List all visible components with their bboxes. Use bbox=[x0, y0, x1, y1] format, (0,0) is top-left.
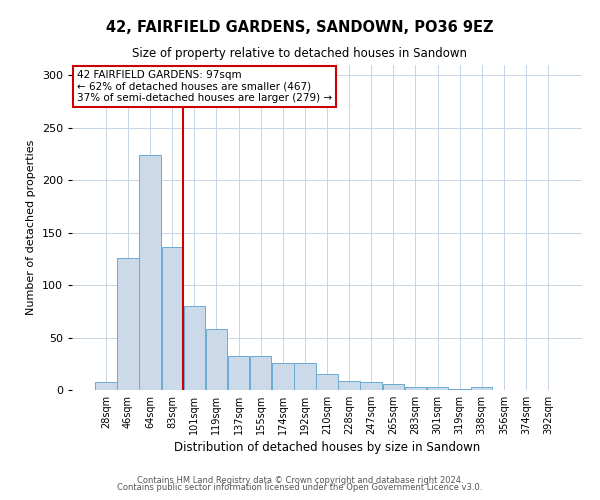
Bar bbox=[250, 356, 271, 390]
Bar bbox=[361, 382, 382, 390]
Bar bbox=[316, 374, 338, 390]
X-axis label: Distribution of detached houses by size in Sandown: Distribution of detached houses by size … bbox=[174, 441, 480, 454]
Bar bbox=[294, 362, 316, 390]
Bar bbox=[383, 384, 404, 390]
Text: Size of property relative to detached houses in Sandown: Size of property relative to detached ho… bbox=[133, 48, 467, 60]
Bar bbox=[449, 389, 470, 390]
Bar bbox=[228, 356, 249, 390]
Text: 42 FAIRFIELD GARDENS: 97sqm
← 62% of detached houses are smaller (467)
37% of se: 42 FAIRFIELD GARDENS: 97sqm ← 62% of det… bbox=[77, 70, 332, 103]
Bar bbox=[184, 306, 205, 390]
Text: Contains HM Land Registry data © Crown copyright and database right 2024.: Contains HM Land Registry data © Crown c… bbox=[137, 476, 463, 485]
Bar bbox=[405, 387, 426, 390]
Y-axis label: Number of detached properties: Number of detached properties bbox=[26, 140, 36, 315]
Bar bbox=[95, 382, 116, 390]
Bar bbox=[161, 248, 183, 390]
Bar bbox=[272, 362, 293, 390]
Bar bbox=[338, 380, 360, 390]
Text: 42, FAIRFIELD GARDENS, SANDOWN, PO36 9EZ: 42, FAIRFIELD GARDENS, SANDOWN, PO36 9EZ bbox=[106, 20, 494, 35]
Text: Contains public sector information licensed under the Open Government Licence v3: Contains public sector information licen… bbox=[118, 484, 482, 492]
Bar bbox=[206, 329, 227, 390]
Bar bbox=[117, 258, 139, 390]
Bar bbox=[427, 387, 448, 390]
Bar bbox=[471, 387, 493, 390]
Bar bbox=[139, 155, 161, 390]
